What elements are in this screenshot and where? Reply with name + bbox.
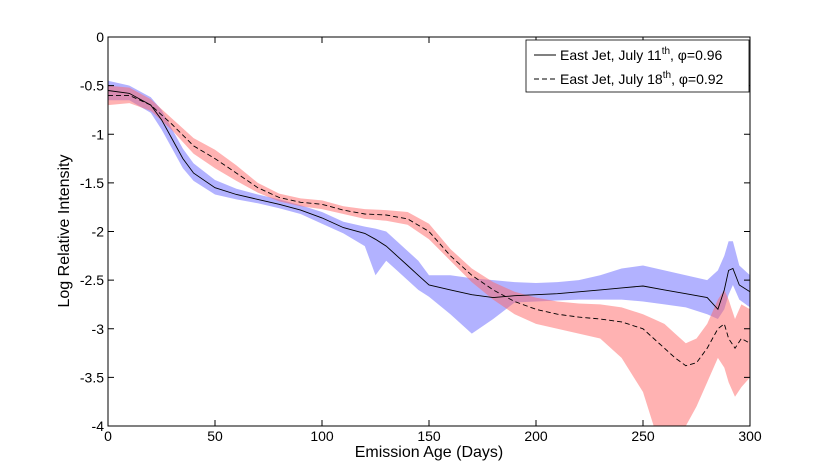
x-axis-label: Emission Age (Days) (355, 444, 504, 461)
y-tick-label: -3 (92, 321, 105, 337)
y-tick-label: -3.5 (80, 369, 104, 385)
x-tick-label: 50 (207, 428, 223, 444)
y-tick-label: 0 (96, 29, 104, 45)
y-tick-label: -0.5 (80, 78, 104, 94)
y-tick-label: -2 (92, 224, 105, 240)
legend-entry-series-1: East Jet, July 11th, φ=0.96 (560, 46, 723, 63)
legend-entry-series-2: East Jet, July 18th, φ=0.92 (560, 70, 724, 87)
x-tick-label: 200 (524, 428, 548, 444)
confidence-band-series-2 (108, 85, 750, 426)
y-tick-label: -1.5 (80, 175, 104, 191)
y-tick-labels: 0 -0.5 -1 -1.5 -2 -2.5 -3 -3.5 -4 (80, 29, 104, 434)
x-tick-label: 0 (104, 428, 112, 444)
y-tick-label: -1 (92, 126, 105, 142)
series-line-2 (108, 94, 750, 367)
confidence-bands (108, 80, 750, 426)
legend-box (525, 39, 750, 93)
x-tick-label: 150 (417, 428, 441, 444)
x-tick-labels: 0 50 100 150 200 250 300 (104, 428, 762, 444)
y-tick-label: -4 (92, 418, 105, 434)
x-tick-label: 300 (738, 428, 762, 444)
confidence-band-series-1 (108, 80, 750, 334)
series-line-1 (108, 90, 750, 311)
y-tick-label: -2.5 (80, 272, 104, 288)
x-tick-label: 100 (310, 428, 334, 444)
series-lines (108, 90, 750, 367)
y-axis-label: Log Relative Intensity (56, 155, 73, 308)
x-tick-label: 250 (631, 428, 655, 444)
legend: East Jet, July 11th, φ=0.96 East Jet, Ju… (525, 39, 750, 93)
